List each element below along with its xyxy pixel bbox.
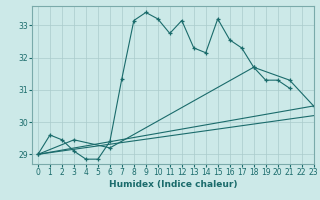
X-axis label: Humidex (Indice chaleur): Humidex (Indice chaleur)	[108, 180, 237, 189]
